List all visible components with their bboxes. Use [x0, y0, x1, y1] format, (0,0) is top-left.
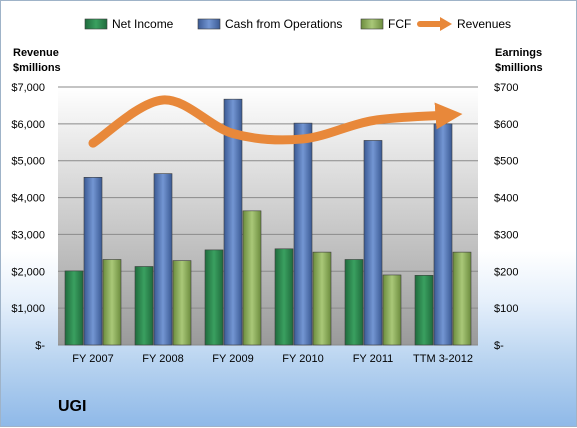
net-income-bar: [204, 249, 224, 346]
net-income-legend-label: Net Income: [112, 17, 174, 31]
cash-from-operations-bar: [223, 98, 243, 346]
cash-from-operations-bar: [433, 123, 453, 346]
net-income-bar: [344, 259, 364, 346]
left-axis-tick-label: $5,000: [11, 156, 45, 168]
right-axis-tick-label: $400: [494, 193, 518, 205]
left-axis-tick-label: $-: [35, 340, 45, 352]
net-income-legend-swatch: [84, 18, 108, 30]
left-axis-title-line-1: Revenue: [13, 47, 59, 59]
fcf-legend-label: FCF: [388, 17, 411, 31]
x-axis-tick-label: FY 2010: [282, 353, 323, 365]
right-axis-tick-label: $100: [494, 303, 518, 315]
right-axis-tick-label: $-: [494, 340, 504, 352]
left-axis-tick-label: $6,000: [11, 119, 45, 131]
net-income-bar: [414, 275, 434, 346]
gridlines: [58, 86, 478, 346]
left-axis-tick-label: $3,000: [11, 229, 45, 241]
left-axis-title-line-2: $millions: [13, 62, 61, 74]
bars: [64, 98, 472, 346]
left-axis-tick-label: $7,000: [11, 82, 45, 94]
net-income-bar: [64, 270, 84, 346]
x-axis-tick-label: FY 2009: [212, 353, 253, 365]
right-axis-title-line-1: Earnings: [495, 47, 542, 59]
x-axis-tick-label: FY 2007: [72, 353, 113, 365]
right-axis-tick-label: $200: [494, 266, 518, 278]
left-axis-tick-label: $4,000: [11, 193, 45, 205]
cash-from-operations-legend-swatch: [197, 18, 221, 30]
cash-from-operations-bar: [83, 177, 103, 346]
cash-from-operations-bar: [363, 140, 383, 346]
right-axis-tick-label: $300: [494, 229, 518, 241]
fcf-bar: [172, 260, 192, 346]
x-axis-tick-label: FY 2011: [353, 353, 394, 365]
cash-from-operations-legend-label: Cash from Operations: [225, 17, 342, 31]
revenues-legend-swatch-arrowhead: [440, 17, 452, 31]
right-axis-title-line-2: $millions: [495, 62, 543, 74]
right-axis-tick-label: $700: [494, 82, 518, 94]
fcf-bar: [452, 251, 472, 346]
net-income-bar: [134, 266, 154, 346]
right-axis-tick-label: $600: [494, 119, 518, 131]
net-income-bar: [274, 248, 294, 346]
legend: Net Income Cash from Operations FCF Revenue…: [84, 17, 511, 31]
left-axis-tick-label: $2,000: [11, 266, 45, 278]
x-axis-ticks: FY 2007 FY 2008 FY 2009 FY 2010 FY 2011 TTM 3…: [72, 353, 473, 365]
right-axis-tick-label: $500: [494, 156, 518, 168]
revenue-line-group: [88, 95, 463, 148]
fcf-bar: [102, 259, 122, 346]
fcf-bar: [382, 274, 402, 346]
left-axis-tick-label: $1,000: [11, 303, 45, 315]
plot-background: [58, 87, 478, 345]
company-name: UGI: [58, 398, 87, 415]
cash-from-operations-bar: [153, 173, 173, 346]
revenues-line: [88, 95, 463, 148]
revenues-legend-label: Revenues: [457, 17, 511, 31]
x-axis-tick-label: TTM 3-2012: [413, 353, 473, 365]
cash-from-operations-bar: [293, 122, 313, 346]
fcf-bar: [242, 210, 262, 346]
fcf-bar: [312, 251, 332, 346]
fcf-legend-swatch: [360, 18, 384, 30]
left-axis-ticks: $- $1,000 $2,000 $3,000 $4,000 $5,000 $6,000 $7…: [11, 82, 45, 352]
right-axis-ticks: $- $100 $200 $300 $400 $500 $600 $700: [494, 82, 518, 352]
x-axis-tick-label: FY 2008: [142, 353, 183, 365]
